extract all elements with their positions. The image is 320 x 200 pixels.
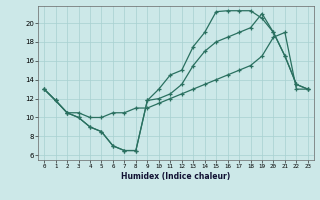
X-axis label: Humidex (Indice chaleur): Humidex (Indice chaleur) [121,172,231,181]
